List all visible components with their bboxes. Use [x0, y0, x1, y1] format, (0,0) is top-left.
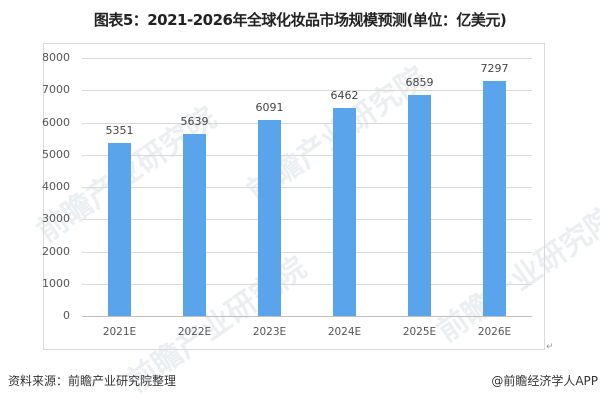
chart-title: 图表5：2021-2026年全球化妆品市场规模预测(单位：亿美元) [93, 11, 507, 29]
gridline [82, 90, 532, 92]
x-tick-label: 2024E [327, 326, 362, 338]
return-mark: ↵ [546, 342, 554, 352]
value-label: 7297 [480, 61, 509, 75]
x-axis-line [82, 316, 532, 317]
bar-2021E [108, 143, 131, 316]
x-tick-label: 2026E [477, 326, 512, 338]
value-label: 5639 [180, 115, 209, 129]
x-tick-label: 2022E [177, 326, 212, 338]
value-label: 5351 [105, 124, 134, 138]
source-note: 资料来源：前瞻产业研究院整理 [8, 374, 177, 388]
y-tick-label: 1000 [42, 276, 70, 290]
bar-2022E [183, 134, 206, 316]
bar-2026E [483, 80, 506, 316]
value-label: 6859 [405, 75, 434, 89]
bar-2023E [258, 119, 281, 316]
y-tick-label: 4000 [42, 180, 70, 193]
y-tick-label: 2000 [42, 244, 70, 258]
y-tick-label: 3000 [42, 212, 70, 226]
y-tick-label: 7000 [42, 83, 70, 97]
gridline [82, 283, 532, 285]
x-tick-label: 2023E [252, 326, 287, 338]
gridline [82, 251, 532, 253]
gridline [82, 187, 532, 188]
credit-note: @前瞻经济学人APP [491, 374, 598, 388]
x-tick-label: 2021E [102, 326, 137, 338]
gridline [82, 58, 532, 59]
plot-area: 0 1000 2000 3000 4000 5000 6000 7000 8000 5351 202… [42, 51, 532, 338]
chart-frame [43, 43, 545, 350]
y-tick-label: 5000 [42, 147, 70, 161]
x-tick-label: 2025E [402, 326, 437, 338]
bar-2024E [333, 107, 356, 316]
value-label: 6091 [255, 100, 284, 114]
gridline [82, 122, 532, 124]
bar-2025E [408, 94, 431, 316]
y-tick-label: 0 [63, 309, 70, 322]
y-tick-label: 6000 [42, 115, 70, 129]
gridline [82, 219, 532, 221]
y-tick-label: 8000 [42, 51, 70, 64]
value-label: 6462 [330, 88, 359, 102]
gridline [82, 154, 532, 156]
